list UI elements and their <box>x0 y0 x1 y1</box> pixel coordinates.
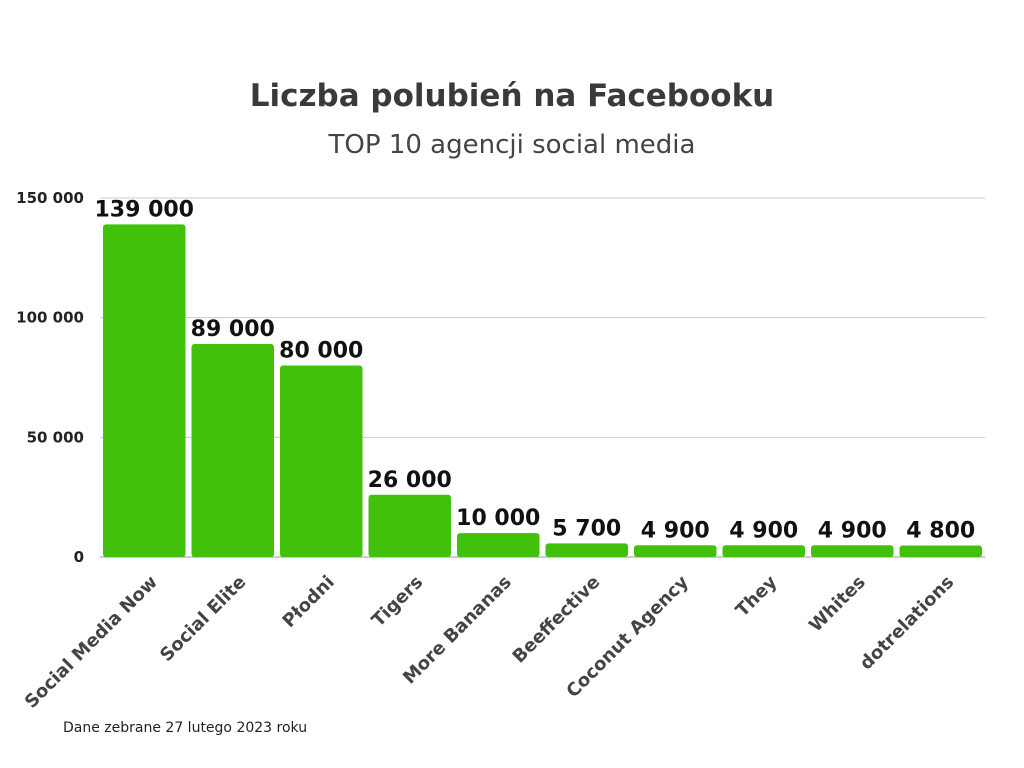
value-label: 5 700 <box>552 516 621 541</box>
y-tick-label: 0 <box>74 548 84 566</box>
value-label: 139 000 <box>94 197 194 222</box>
x-tick-label: Whites <box>805 572 870 637</box>
bar <box>545 543 628 557</box>
x-tick-label: Płodni <box>279 572 339 632</box>
bar <box>103 224 186 557</box>
value-label: 4 900 <box>641 518 710 543</box>
value-label: 10 000 <box>456 506 540 531</box>
chart-subtitle: TOP 10 agencji social media <box>328 130 696 160</box>
x-tick-label: Beeffective <box>509 572 605 668</box>
x-tick-label: Tigers <box>368 572 427 631</box>
value-label: 80 000 <box>279 339 363 364</box>
value-label: 4 900 <box>729 518 798 543</box>
x-tick-label: Social Elite <box>156 572 250 666</box>
chart-title: Liczba polubień na Facebooku <box>249 78 775 114</box>
value-label: 4 900 <box>818 518 887 543</box>
value-label: 89 000 <box>191 317 275 342</box>
bar <box>368 494 451 557</box>
bar <box>191 343 274 557</box>
x-tick-label: They <box>732 572 782 622</box>
data-source-note: Dane zebrane 27 lutego 2023 roku <box>63 720 308 736</box>
value-label: 26 000 <box>368 468 452 493</box>
bar <box>722 545 805 557</box>
bars <box>103 224 982 557</box>
bar <box>811 545 894 557</box>
bar <box>634 545 717 557</box>
x-tick-label: Social Media Now <box>21 572 162 713</box>
y-axis-ticks: 0 50 000 100 000 150 000 <box>16 189 84 566</box>
bar <box>899 545 982 557</box>
y-tick-label: 150 000 <box>16 189 84 207</box>
y-tick-label: 100 000 <box>16 309 84 327</box>
y-tick-label: 50 000 <box>27 428 84 446</box>
x-tick-label: dotrelations <box>856 572 958 674</box>
value-label: 4 800 <box>906 519 975 544</box>
bar <box>280 365 363 557</box>
bar <box>457 533 540 557</box>
